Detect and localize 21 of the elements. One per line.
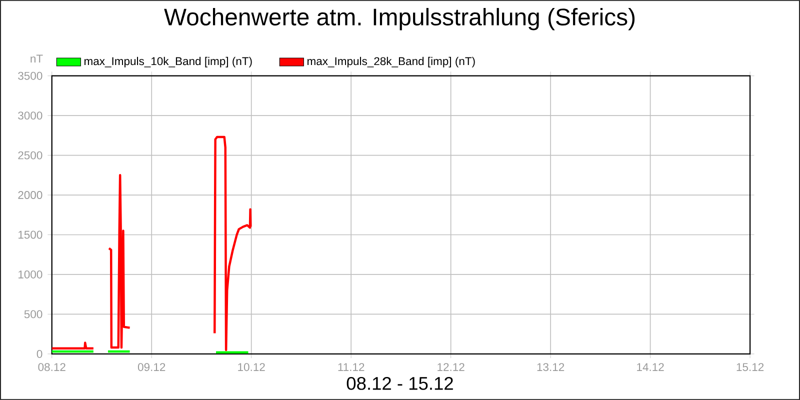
y-axis-title: nT (30, 54, 43, 63)
x-tick-label: 10.12 (238, 363, 265, 372)
y-tick-label: 3000 (18, 112, 42, 120)
x-tick-label: 09.12 (138, 363, 166, 372)
x-tick-label: 11.12 (338, 363, 364, 371)
x-tick-label: 14.12 (637, 363, 664, 371)
chart-title: Wochenwerte atm. Impulsstrahlung (Sferics) (164, 8, 635, 30)
x-tick-label: 08.12 (38, 363, 66, 372)
y-tick-label: 3500 (18, 72, 42, 80)
y-tick-label: 0 (36, 350, 42, 358)
y-tick-label: 1500 (18, 230, 42, 239)
x-axis-title: 08.12 - 15.12 (346, 376, 453, 390)
legend-label: max_Impuls_28k_Band [imp] (nT) (308, 56, 475, 68)
y-tick-label: 2000 (18, 191, 42, 199)
x-tick-label: 15.12 (736, 363, 764, 372)
y-tick-label: 1000 (18, 270, 42, 278)
y-tick-label: 500 (24, 310, 42, 318)
legend-label: max_Impuls_10k_Band [imp] (nT) (84, 56, 252, 68)
y-tick-label: 2500 (18, 151, 42, 160)
x-tick-label: 13.12 (537, 363, 564, 372)
x-tick-label: 12.12 (438, 363, 464, 371)
